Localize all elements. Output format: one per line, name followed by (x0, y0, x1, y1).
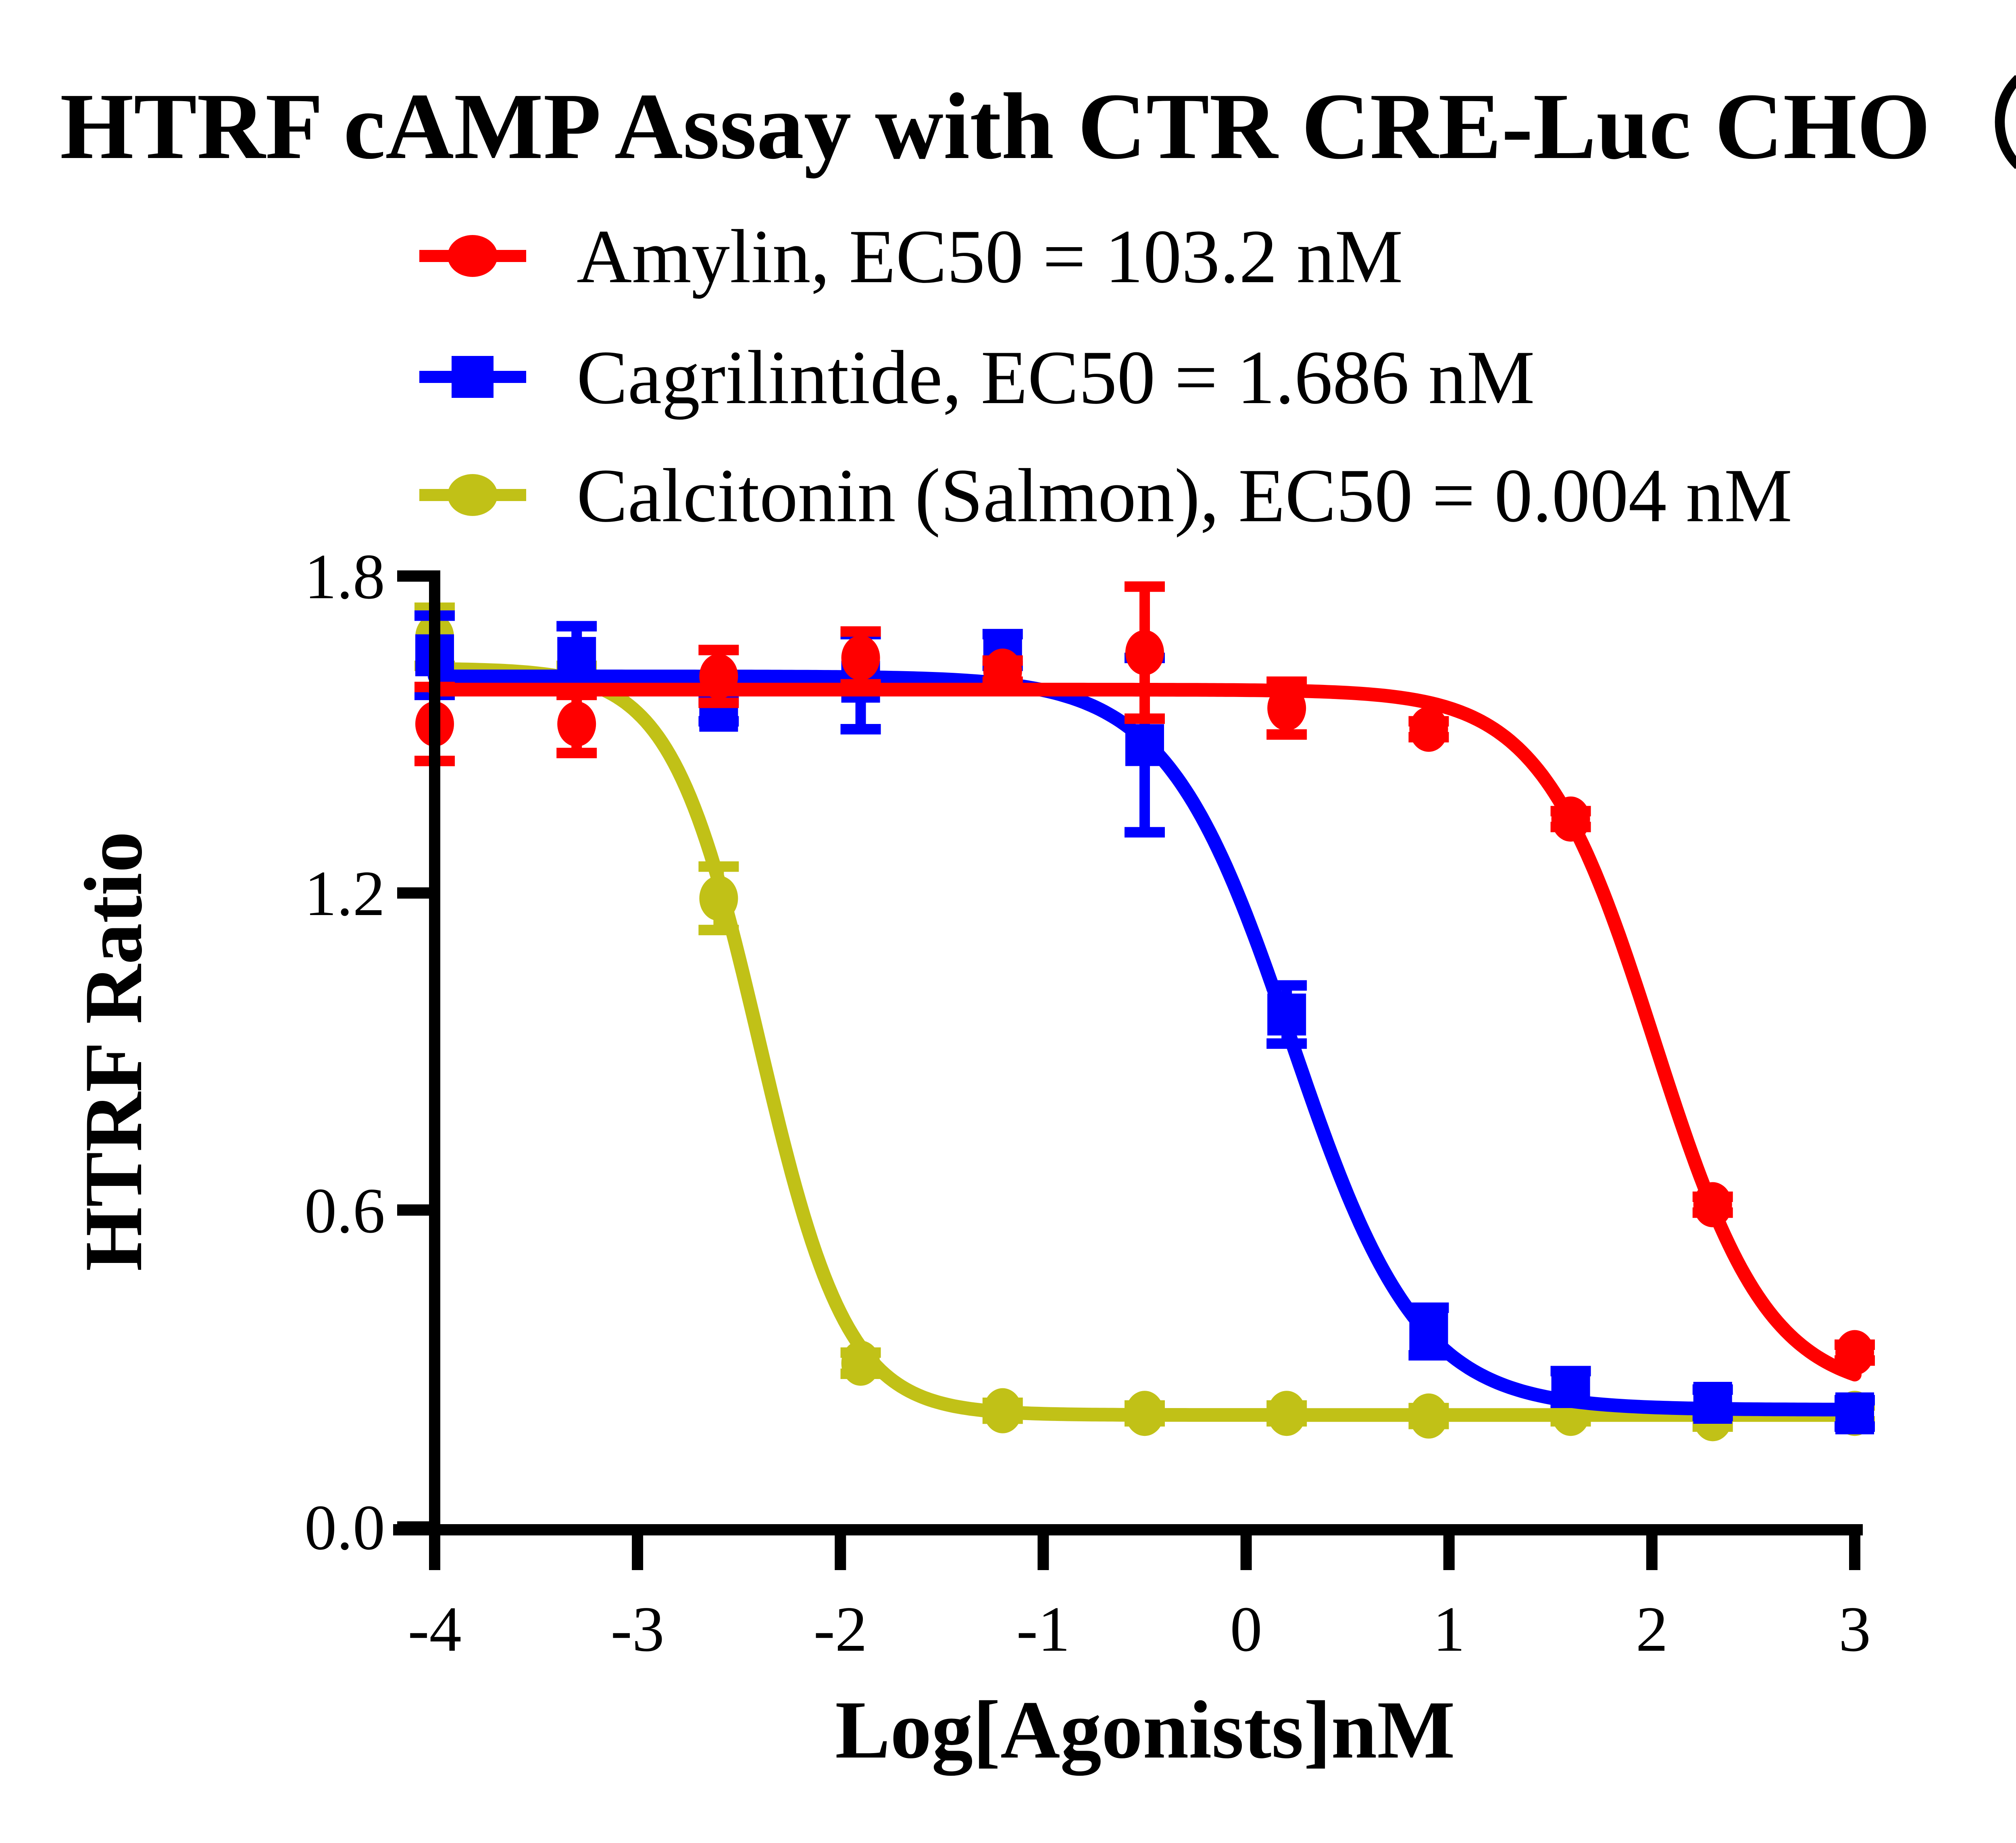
plot-area (414, 581, 1875, 1442)
amylin-marker-5 (1125, 630, 1164, 676)
x-tick-label: 0 (1230, 1593, 1262, 1665)
calcitonin-marker-4 (983, 1388, 1022, 1433)
calcitonin-marker-2 (699, 876, 738, 921)
amylin-marker-3 (841, 635, 880, 681)
calcitonin-marker-3 (841, 1340, 880, 1386)
chart-title: HTRF cAMP Assay with CTR CRE-Luc CHO（C1） (60, 74, 2016, 179)
cagrilintide-marker-10 (1835, 1392, 1874, 1435)
legend-item-calcitonin: Calcitonin (Salmon), EC50 = 0.004 nM (419, 453, 1792, 538)
y-tick-label: 0.0 (304, 1491, 385, 1563)
legend-label-calcitonin: Calcitonin (Salmon), EC50 = 0.004 nM (577, 453, 1792, 538)
x-tick-label: 2 (1636, 1593, 1668, 1665)
amylin-marker-10 (1835, 1330, 1874, 1375)
amylin-marker-6 (1267, 685, 1306, 731)
cagrilintide-marker-1 (557, 637, 596, 679)
x-tick-labels: -4 -3 -2 -1 0 1 2 3 (408, 1593, 1871, 1665)
legend-circle-marker-icon (448, 235, 498, 277)
cagrilintide-marker-5 (1125, 724, 1164, 766)
x-tick-label: 1 (1433, 1593, 1465, 1665)
x-tick-label: -1 (1016, 1593, 1070, 1665)
y-axis-title: HTRF Ratio (68, 831, 159, 1271)
cagrilintide-marker-6 (1267, 993, 1306, 1036)
axes (393, 570, 1863, 1570)
x-tick-label: -3 (610, 1593, 664, 1665)
x-tick-label: -4 (408, 1593, 461, 1665)
amylin-marker-8 (1551, 796, 1590, 842)
legend-item-cagrilintide: Cagrilintide, EC50 = 1.686 nM (419, 335, 1535, 420)
amylin-marker-1 (557, 701, 596, 747)
legend-circle-marker-icon (448, 474, 498, 516)
legend-label-cagrilintide: Cagrilintide, EC50 = 1.686 nM (577, 335, 1535, 420)
amylin-marker-7 (1409, 707, 1448, 752)
x-tick-label: -2 (814, 1593, 867, 1665)
y-tick-label: 1.8 (304, 541, 385, 612)
cagrilintide-marker-8 (1551, 1366, 1590, 1408)
amylin-marker-9 (1693, 1182, 1732, 1227)
legend: Amylin, EC50 = 103.2 nM Cagrilintide, EC… (419, 214, 1792, 538)
calcitonin-marker-7 (1409, 1393, 1448, 1439)
y-tick-labels: 1.8 1.2 0.6 0.0 (304, 541, 385, 1563)
calcitonin-marker-5 (1125, 1391, 1164, 1436)
y-tick-label: 0.6 (304, 1175, 385, 1246)
calcitonin-marker-6 (1267, 1391, 1306, 1436)
legend-item-amylin: Amylin, EC50 = 103.2 nM (419, 214, 1403, 299)
cagrilintide-marker-7 (1409, 1310, 1448, 1353)
legend-square-marker-icon (452, 356, 494, 398)
x-tick-label: 3 (1839, 1593, 1871, 1665)
legend-label-amylin: Amylin, EC50 = 103.2 nM (577, 214, 1403, 299)
amylin-marker-2 (699, 654, 738, 699)
x-axis-title: Log[Agonists]nM (835, 1684, 1455, 1776)
amylin-marker-4 (983, 648, 1022, 694)
cagrilintide-marker-9 (1693, 1382, 1732, 1424)
y-tick-label: 1.2 (304, 857, 385, 929)
